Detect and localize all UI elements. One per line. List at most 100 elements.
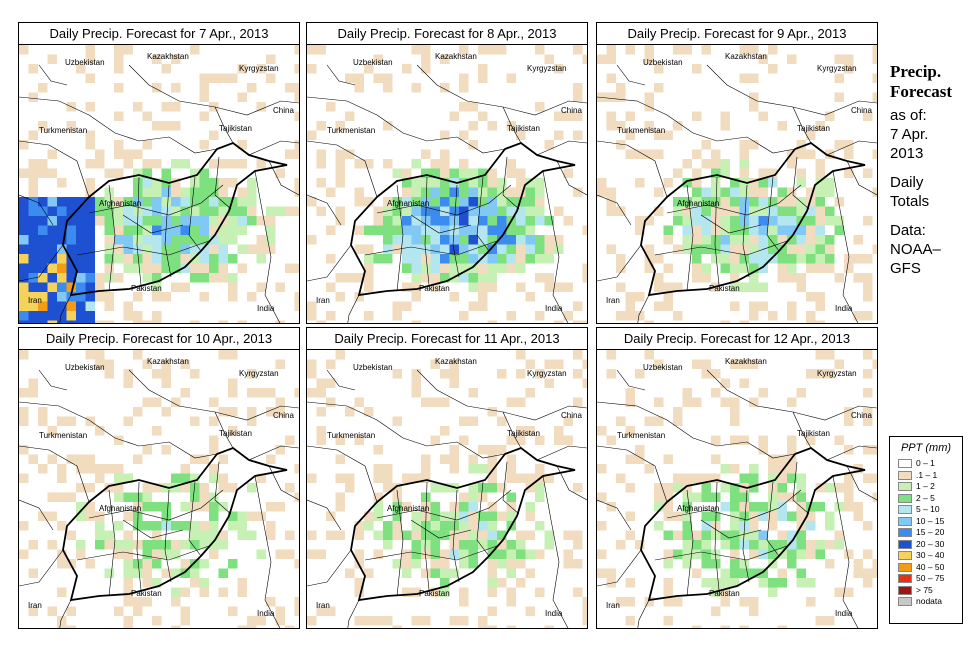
precip-cell: [815, 244, 825, 254]
precip-cell: [430, 435, 440, 445]
precip-cell: [85, 225, 95, 235]
precip-cell: [806, 254, 816, 264]
precip-cell: [497, 225, 507, 235]
precip-cell: [644, 121, 654, 131]
country-label: China: [273, 411, 294, 420]
precip-cell: [682, 397, 692, 407]
precip-cell: [497, 45, 507, 55]
precip-cell: [544, 216, 554, 226]
precip-cell: [133, 168, 143, 178]
precip-cell: [535, 521, 545, 531]
precip-cell: [237, 625, 247, 628]
precip-cell: [373, 502, 383, 512]
precip-cell: [28, 388, 38, 398]
precip-cell: [806, 149, 816, 159]
precip-cell: [497, 578, 507, 588]
precip-cell: [171, 263, 181, 273]
precip-cell: [487, 473, 497, 483]
precip-cell: [95, 473, 105, 483]
precip-cell: [171, 540, 181, 550]
precip-cell: [47, 426, 57, 436]
precip-cell: [563, 168, 573, 178]
precip-cell: [582, 225, 587, 235]
province-border: [452, 489, 460, 583]
precip-cell: [749, 187, 759, 197]
precip-cell: [468, 559, 478, 569]
precip-cell: [354, 83, 364, 93]
precip-cell: [644, 54, 654, 64]
totals-line1: Daily: [890, 174, 924, 191]
precip-cell: [673, 483, 683, 493]
precip-cell: [247, 206, 257, 216]
precip-cell: [123, 492, 133, 502]
precip-cell: [701, 45, 711, 55]
precip-cell: [692, 568, 702, 578]
precip-cell: [749, 244, 759, 254]
country-border: [59, 294, 72, 323]
precip-cell: [392, 301, 402, 311]
precip-cell: [535, 216, 545, 226]
country-border: [254, 475, 281, 628]
info-title-line2: Forecast: [890, 82, 952, 101]
precip-cell: [497, 197, 507, 207]
precip-cell: [133, 235, 143, 245]
precip-cell: [644, 464, 654, 474]
precip-cell: [787, 511, 797, 521]
precip-cell: [209, 464, 219, 474]
precip-cell: [19, 416, 29, 426]
precip-cell: [335, 121, 345, 131]
precip-cell: [701, 197, 711, 207]
precip-cell: [459, 273, 469, 283]
precip-cell: [525, 388, 535, 398]
precip-cell: [199, 73, 209, 83]
country-border: [846, 160, 877, 196]
precip-cell: [606, 502, 616, 512]
precip-cell: [720, 397, 730, 407]
precip-cell: [468, 102, 478, 112]
legend-swatch: [898, 470, 912, 480]
precip-cell: [468, 121, 478, 131]
precip-cell: [768, 216, 778, 226]
precip-cell: [237, 225, 247, 235]
country-label: China: [273, 106, 294, 115]
precip-cell: [256, 244, 266, 254]
precip-cell: [478, 282, 488, 292]
precip-cell: [47, 149, 57, 159]
precip-cell: [142, 521, 152, 531]
precip-cell: [616, 83, 626, 93]
precip-cell: [142, 549, 152, 559]
precip-cell: [844, 140, 854, 150]
precip-cell: [266, 530, 276, 540]
precip-cell: [777, 483, 787, 493]
precip-cell: [354, 244, 364, 254]
precip-cell: [266, 388, 276, 398]
precip-cell: [711, 578, 721, 588]
precip-cell: [449, 549, 459, 559]
precip-cell: [28, 244, 38, 254]
precip-cell: [199, 263, 209, 273]
precip-cell: [768, 235, 778, 245]
precip-cell: [266, 597, 276, 607]
precip-cell: [66, 216, 76, 226]
precip-cell: [749, 282, 759, 292]
precip-cell: [768, 168, 778, 178]
precip-cell: [701, 483, 711, 493]
precip-cell: [749, 606, 759, 616]
precip-cell: [487, 530, 497, 540]
precip-cell: [573, 92, 583, 102]
country-border: [536, 445, 587, 461]
precip-cell: [85, 483, 95, 493]
precip-cell: [307, 197, 317, 207]
precip-cell: [606, 206, 616, 216]
country-label: Kazakhstan: [435, 52, 477, 61]
precip-cell: [692, 149, 702, 159]
precip-cell: [19, 168, 29, 178]
precip-cell: [449, 568, 459, 578]
precip-cell: [701, 159, 711, 169]
precip-cell: [123, 416, 133, 426]
precip-cell: [644, 350, 654, 360]
precip-cell: [85, 206, 95, 216]
precip-cell: [663, 559, 673, 569]
precip-cell: [19, 320, 29, 323]
forecast-info: Precip. Forecast as of: 7 Apr. 2013 Dail…: [890, 62, 970, 278]
